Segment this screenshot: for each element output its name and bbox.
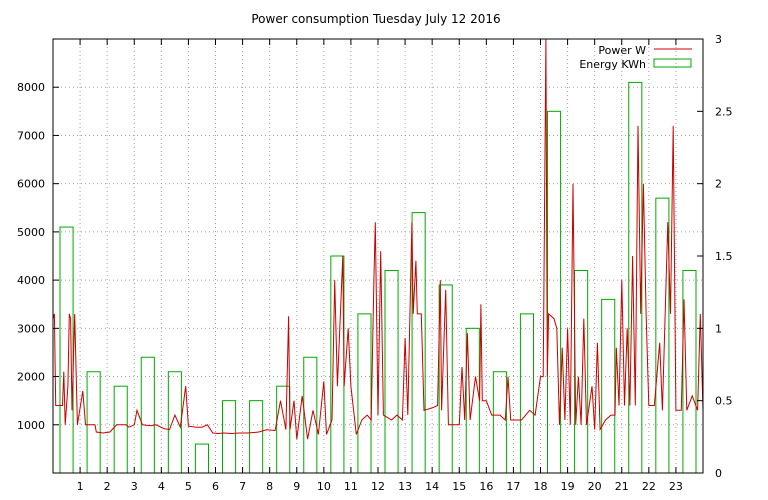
x-tick-label: 18 [534, 480, 548, 493]
x-tick-label: 10 [317, 480, 331, 493]
y-left-tick-label: 6000 [17, 178, 45, 191]
x-tick-label: 5 [185, 480, 192, 493]
y-right-tick-label: 2.5 [715, 105, 733, 118]
x-tick-label: 3 [131, 480, 138, 493]
y-right-tick-label: 2 [715, 178, 722, 191]
x-tick-label: 8 [266, 480, 273, 493]
x-tick-label: 22 [642, 480, 656, 493]
x-tick-label: 4 [158, 480, 165, 493]
x-tick-label: 12 [371, 480, 385, 493]
power-line-layer [52, 38, 704, 440]
y-right-tick-label: 0 [715, 467, 722, 480]
y-left-tick-label: 4000 [17, 274, 45, 287]
power-line [52, 38, 704, 440]
x-tick-label: 1 [77, 480, 84, 493]
legend-label-power: Power W [598, 44, 646, 57]
x-tick-label: 15 [452, 480, 466, 493]
y-right-tick-label: 1.5 [715, 250, 733, 263]
legend: Power W Energy KWh [579, 44, 692, 71]
x-tick-label: 14 [425, 480, 439, 493]
tick-layer: 1 2 3 4 5 6 7 8 9 10 11 12 13 14 15 16 17 18 19 20 21 22 23100… [17, 33, 733, 493]
grid-layer [53, 39, 703, 473]
y-right-tick-label: 0.5 [715, 395, 733, 408]
y-left-tick-label: 3000 [17, 322, 45, 335]
legend-swatch-energy [653, 58, 692, 68]
x-tick-label: 11 [344, 480, 358, 493]
x-tick-label: 9 [293, 480, 300, 493]
y-left-tick-label: 8000 [17, 81, 45, 94]
y-right-tick-label: 3 [715, 33, 722, 46]
x-tick-label: 2 [104, 480, 111, 493]
legend-label-energy: Energy KWh [579, 58, 646, 71]
x-tick-label: 6 [212, 480, 219, 493]
x-tick-label: 19 [561, 480, 575, 493]
x-tick-label: 20 [588, 480, 602, 493]
chart-title: Power consumption Tuesday July 12 2016 [251, 12, 500, 26]
x-tick-label: 13 [398, 480, 412, 493]
x-tick-label: 16 [479, 480, 493, 493]
y-left-tick-label: 5000 [17, 226, 45, 239]
x-tick-label: 21 [615, 480, 629, 493]
y-left-tick-label: 1000 [17, 419, 45, 432]
y-left-tick-label: 7000 [17, 129, 45, 142]
x-tick-label: 7 [239, 480, 246, 493]
y-left-tick-label: 2000 [17, 371, 45, 384]
x-tick-label: 17 [506, 480, 520, 493]
y-right-tick-label: 1 [715, 322, 722, 335]
x-tick-label: 23 [669, 480, 683, 493]
